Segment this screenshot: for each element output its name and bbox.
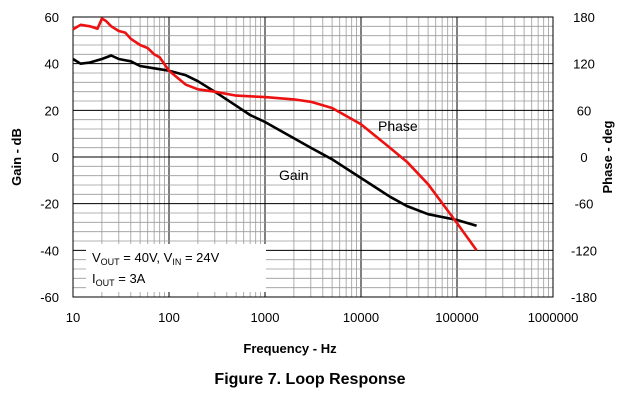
- tick-labels: 10 100 1000 10000 100000 1000000 60 40 20 0 -20 -40…: [40, 10, 597, 325]
- y-left-tick-label: -60: [40, 290, 59, 305]
- y-axis-title-right: Phase - deg: [600, 120, 615, 193]
- series-line-phase: [72, 17, 478, 252]
- annotation-box: VOUT = 40V, VIN = 24V IOUT = 3A: [86, 244, 266, 292]
- x-tick-label: 10000: [343, 310, 379, 325]
- x-tick-label: 1000000: [528, 310, 579, 325]
- annotation-line-1: VOUT = 40V, VIN = 24V: [92, 250, 220, 267]
- series-line-gain: [72, 54, 477, 228]
- x-axis-title: Frequency - Hz: [243, 341, 337, 356]
- y-left-tick-label: -20: [40, 197, 59, 212]
- series-label-phase: Phase: [378, 118, 418, 134]
- figure-caption: Figure 7. Loop Response: [214, 371, 405, 388]
- y-axis-title-left: Gain - dB: [9, 128, 24, 186]
- plot-frame: [72, 16, 554, 298]
- x-tick-label: 100: [158, 310, 180, 325]
- grid: [72, 16, 553, 298]
- x-tick-label: 100000: [435, 310, 478, 325]
- x-tick-label: 1000: [251, 310, 280, 325]
- y-right-tick-label: -120: [571, 243, 597, 258]
- x-tick-label: 10: [66, 310, 80, 325]
- annotation-background: [86, 244, 266, 292]
- y-left-tick-label: 20: [45, 103, 59, 118]
- series-label-gain: Gain: [279, 167, 309, 183]
- y-right-tick-label: -180: [571, 290, 597, 305]
- y-right-tick-label: 180: [573, 10, 595, 25]
- y-right-tick-label: 60: [577, 103, 591, 118]
- y-right-tick-label: -60: [575, 197, 594, 212]
- y-left-tick-label: 0: [52, 150, 59, 165]
- annotation-line-2: IOUT = 3A: [92, 271, 146, 288]
- y-right-tick-label: 120: [573, 57, 595, 72]
- y-left-tick-label: 60: [45, 10, 59, 25]
- series: [72, 17, 478, 252]
- y-left-tick-label: 40: [45, 57, 59, 72]
- y-right-tick-label: 0: [580, 150, 587, 165]
- y-left-tick-label: -40: [40, 243, 59, 258]
